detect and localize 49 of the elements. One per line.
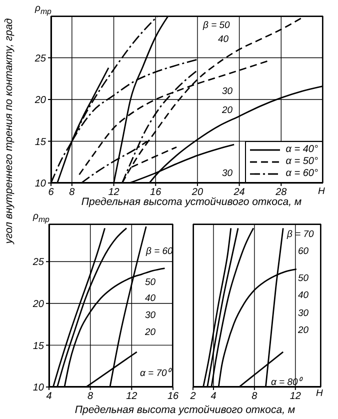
annotation: 30 — [222, 168, 233, 179]
x-tick-label: 8 — [252, 391, 258, 402]
annotation: 60 — [298, 246, 309, 257]
y-axis-title: угол внутреннего трения по контакту, град — [3, 17, 15, 246]
x-axis-title: Предельная высота устойчивого откоса, м — [81, 196, 302, 208]
x-tick-label: 12 — [126, 391, 138, 402]
legend-label: α = 60° — [286, 168, 318, 180]
x-tick-label: 4 — [210, 391, 217, 402]
x-tick-label: 24 — [232, 187, 246, 198]
annotation: 40 — [298, 290, 309, 301]
x-tick-label: 28 — [274, 187, 288, 198]
annotation: 30 — [298, 308, 309, 319]
y-tick-label: 20 — [32, 298, 44, 310]
annotation: 50 — [298, 273, 309, 284]
annotation: β = 70 — [287, 229, 314, 240]
annotation: 40 — [145, 293, 156, 304]
x-axis-title: Предельная высота устойчивого откоса, м — [74, 404, 296, 416]
y-tick-label: 10 — [32, 382, 44, 394]
annotation: 50 — [145, 277, 156, 288]
text: H — [318, 186, 325, 197]
annotation: 20 — [145, 327, 156, 338]
annotation: 30 — [222, 86, 233, 97]
x-tick-label: 20 — [190, 187, 204, 198]
y-tick-label: 25 — [34, 53, 46, 64]
annotation: 20 — [298, 325, 309, 336]
y-tick-label: 20 — [34, 95, 46, 106]
annotation: α = 70⁰ — [140, 368, 170, 379]
annotation: 20 — [222, 105, 233, 116]
y-tick-label: 10 — [34, 178, 46, 190]
y-tick-label: 15 — [34, 136, 46, 148]
annotation: β = 50 — [203, 20, 230, 31]
text: H — [316, 388, 323, 399]
y-tick-label: 25 — [32, 257, 44, 268]
text: ρ$_{тр}$ — [35, 3, 52, 17]
text: ρ$_{тр}$ — [33, 211, 50, 225]
annotation: 40 — [218, 34, 229, 45]
legend-label: α = 40° — [286, 144, 318, 156]
x-tick-label: 16 — [150, 187, 162, 198]
y-tick-label: 15 — [32, 340, 44, 352]
annotation: 30 — [145, 310, 156, 321]
x-tick-label: 8 — [69, 187, 76, 198]
x-tick-label: 6 — [48, 187, 54, 198]
legend-label: α = 50° — [286, 156, 318, 168]
x-tick-label: 16 — [167, 391, 179, 402]
x-tick-label: 2 — [189, 391, 196, 402]
x-tick-label: 4 — [46, 391, 52, 402]
x-tick-label: 12 — [290, 391, 302, 402]
x-tick-label: 8 — [88, 391, 94, 402]
x-tick-label: 12 — [108, 187, 120, 198]
